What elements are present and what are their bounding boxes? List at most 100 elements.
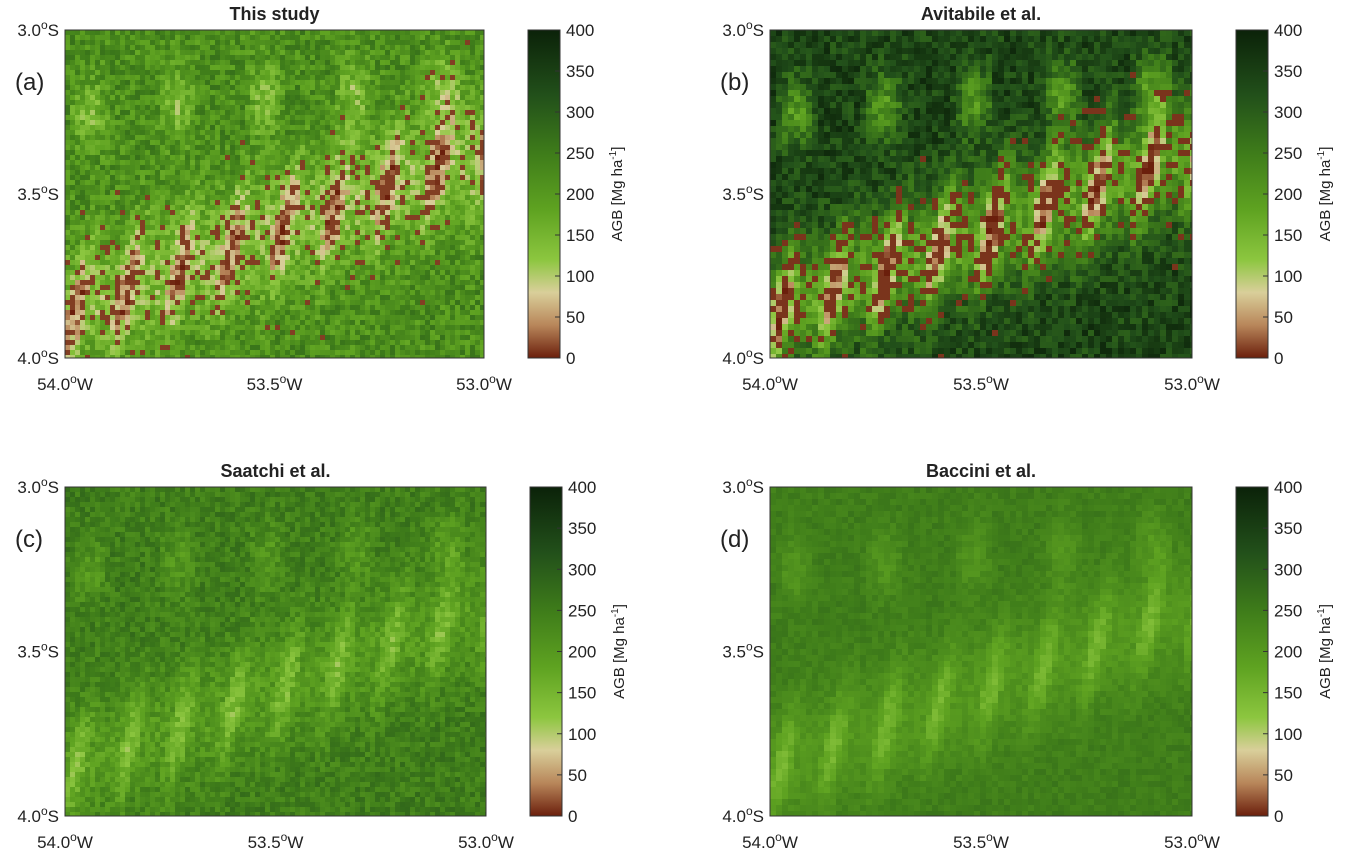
raster-cell [400, 240, 405, 245]
raster-cell [165, 245, 170, 250]
raster-cell [430, 165, 435, 170]
raster-cell [335, 315, 340, 320]
raster-cell [100, 50, 105, 55]
raster-cell [440, 90, 445, 95]
raster-cell [235, 210, 240, 215]
raster-cell [460, 265, 465, 270]
raster-cell [125, 30, 130, 35]
raster-cell [215, 125, 220, 130]
raster-cell [65, 185, 70, 190]
raster-cell [115, 50, 120, 55]
raster-cell [450, 160, 455, 165]
raster-cell [410, 270, 415, 275]
raster-cell [445, 120, 450, 125]
raster-cell [445, 165, 450, 170]
raster-cell [240, 205, 245, 210]
raster-cell [345, 125, 350, 130]
raster-cell [165, 235, 170, 240]
raster-cell [310, 65, 315, 70]
raster-cell [340, 260, 345, 265]
raster-cell [390, 145, 395, 150]
raster-cell [355, 300, 360, 305]
raster-cell [405, 50, 410, 55]
raster-cell [420, 225, 425, 230]
raster-cell [225, 185, 230, 190]
raster-cell [225, 30, 230, 35]
raster-cell [220, 170, 225, 175]
raster-cell [330, 70, 335, 75]
raster-cell [375, 165, 380, 170]
raster-cell [410, 130, 415, 135]
raster-cell [230, 135, 235, 140]
raster-cell [85, 185, 90, 190]
raster-cell [435, 50, 440, 55]
raster-cell [385, 155, 390, 160]
raster-cell [305, 50, 310, 55]
raster-cell [385, 130, 390, 135]
raster-cell [385, 305, 390, 310]
raster-cell [260, 80, 265, 85]
raster-cell [195, 290, 200, 295]
raster-cell [265, 275, 270, 280]
raster-cell [300, 145, 305, 150]
raster-cell [390, 300, 395, 305]
raster-cell [300, 290, 305, 295]
raster-cell [465, 70, 470, 75]
raster-cell [270, 220, 275, 225]
raster-cell [225, 215, 230, 220]
raster-cell [330, 190, 335, 195]
raster-cell [430, 245, 435, 250]
raster-cell [240, 35, 245, 40]
raster-cell [105, 45, 110, 50]
raster-cell [475, 30, 480, 35]
raster-cell [295, 260, 300, 265]
raster-cell [435, 130, 440, 135]
raster-cell [110, 190, 115, 195]
raster-cell [180, 70, 185, 75]
raster-cell [220, 295, 225, 300]
raster-cell [395, 200, 400, 205]
raster-cell [80, 230, 85, 235]
raster-cell [420, 150, 425, 155]
raster-cell [400, 150, 405, 155]
raster-cell [460, 40, 465, 45]
raster-cell [165, 210, 170, 215]
raster-cell [130, 30, 135, 35]
raster-cell [85, 150, 90, 155]
raster-cell [330, 275, 335, 280]
raster-cell [65, 135, 70, 140]
raster-cell [75, 290, 80, 295]
raster-cell [295, 140, 300, 145]
raster-cell [305, 100, 310, 105]
raster-cell [470, 190, 475, 195]
raster-cell [410, 60, 415, 65]
raster-cell [65, 325, 70, 330]
raster-cell [165, 310, 170, 315]
raster-cell [275, 65, 280, 70]
raster-cell [130, 120, 135, 125]
raster-cell [115, 285, 120, 290]
raster-cell [280, 275, 285, 280]
raster-cell [125, 290, 130, 295]
raster-cell [180, 190, 185, 195]
raster-cell [290, 235, 295, 240]
raster-cell [70, 290, 75, 295]
raster-cell [355, 240, 360, 245]
raster-cell [250, 325, 255, 330]
raster-cell [320, 40, 325, 45]
raster-cell [210, 190, 215, 195]
raster-cell [460, 50, 465, 55]
raster-cell [90, 195, 95, 200]
raster-cell [425, 190, 430, 195]
raster-cell [260, 50, 265, 55]
raster-cell [340, 75, 345, 80]
raster-cell [305, 65, 310, 70]
raster-cell [75, 70, 80, 75]
raster-cell [360, 215, 365, 220]
raster-cell [330, 315, 335, 320]
raster-cell [410, 310, 415, 315]
raster-cell [405, 40, 410, 45]
raster-cell [150, 65, 155, 70]
raster-cell [265, 125, 270, 130]
raster-cell [145, 45, 150, 50]
